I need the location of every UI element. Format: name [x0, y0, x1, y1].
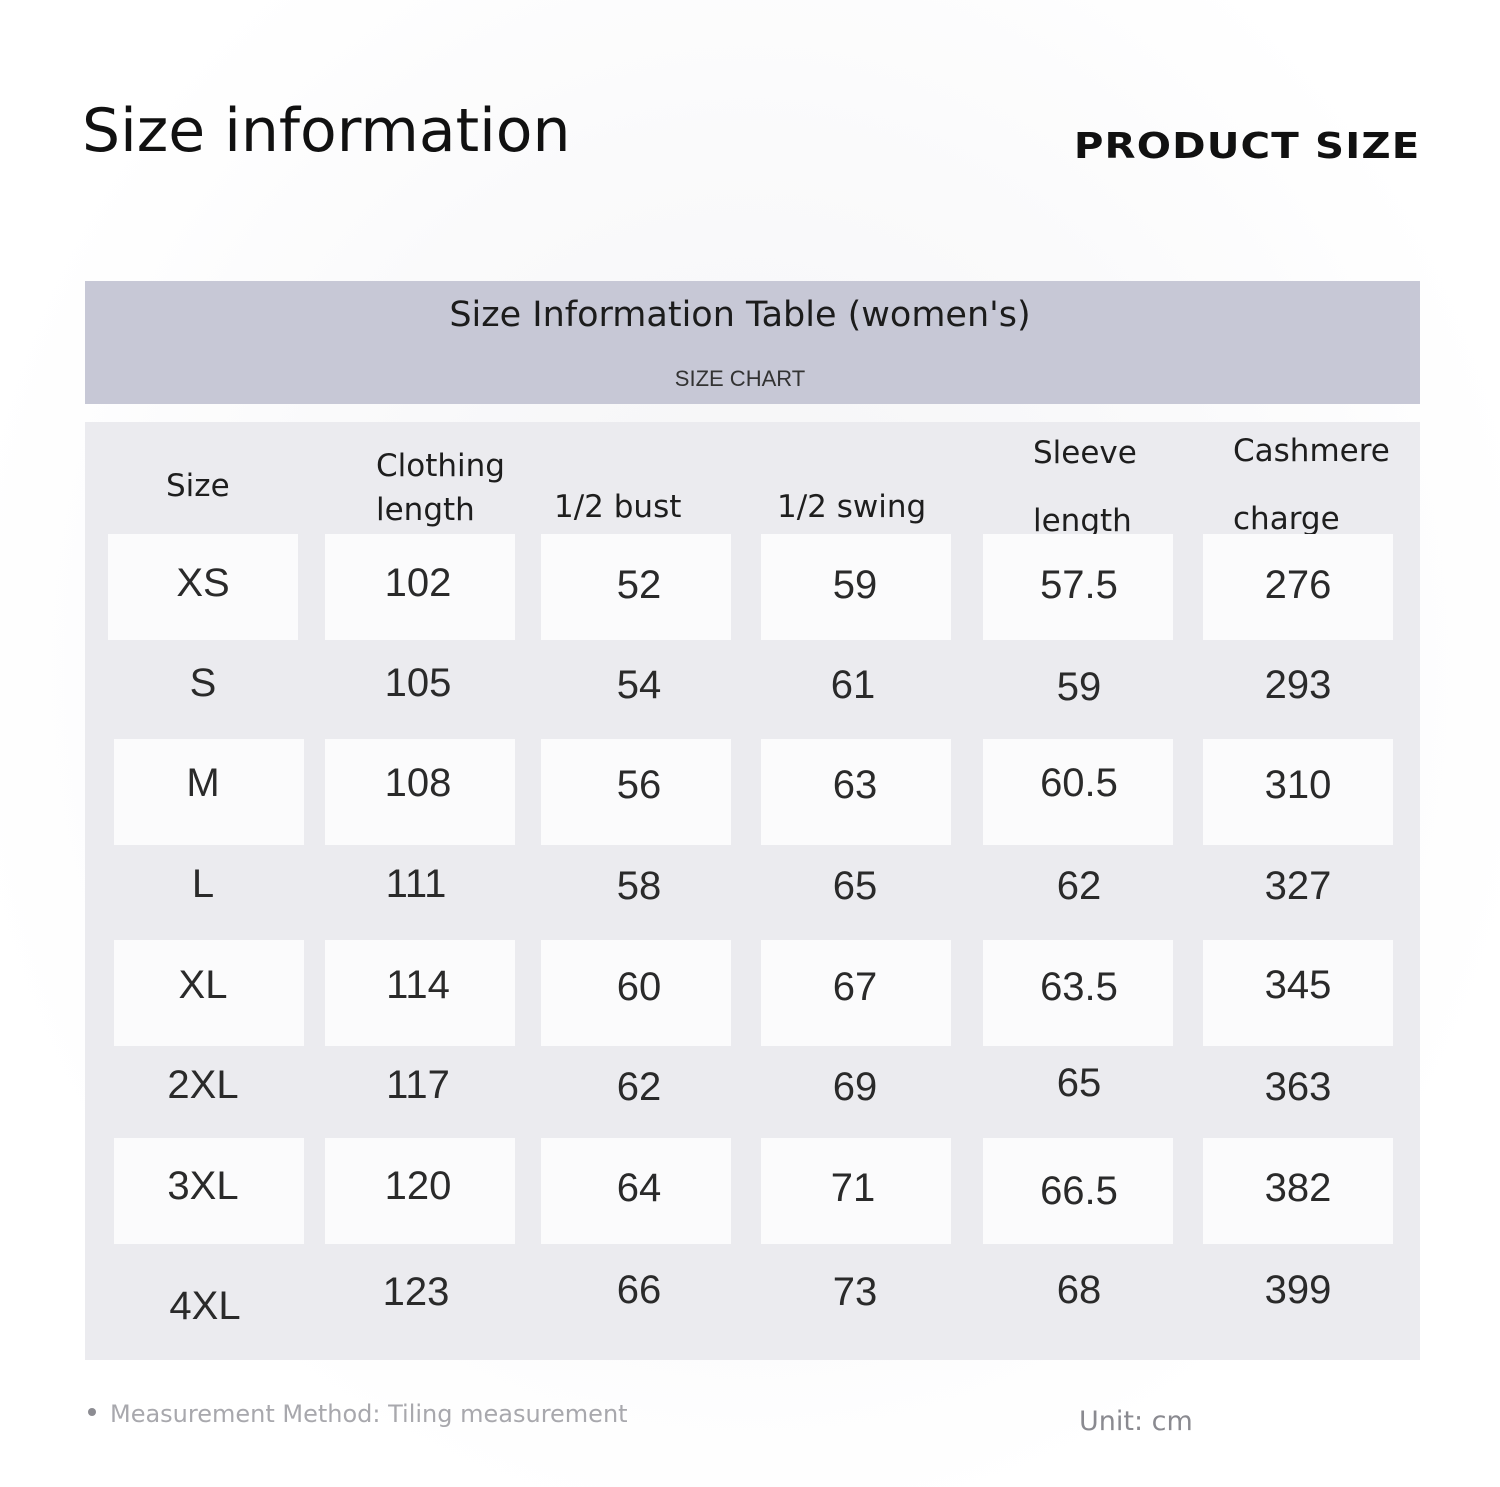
table-cell: 68 — [1056, 1268, 1102, 1312]
table-cell: 60 — [616, 965, 662, 1009]
table-cell: 59 — [832, 563, 878, 607]
table-cell: XS — [176, 561, 230, 605]
table-cell: 58 — [616, 864, 662, 908]
table-cell: 120 — [384, 1164, 452, 1208]
table-cell: 73 — [832, 1270, 878, 1314]
column-header-line: Cashmere — [1233, 433, 1390, 469]
cell-background — [761, 739, 951, 845]
cell-background — [1203, 1138, 1393, 1244]
table-cell: 71 — [830, 1166, 876, 1210]
table-cell: 382 — [1264, 1166, 1332, 1210]
table-cell: 111 — [385, 862, 447, 906]
unit-label: Unit: cm — [1079, 1406, 1193, 1437]
table-cell: 67 — [832, 965, 878, 1009]
table-cell: 293 — [1264, 663, 1332, 707]
table-cell: 54 — [616, 663, 662, 707]
table-cell: XL — [178, 963, 228, 1007]
table-cell: 3XL — [167, 1164, 239, 1208]
table-cell: 56 — [616, 763, 662, 807]
cell-background — [1203, 940, 1393, 1046]
column-header-size: Size — [166, 464, 230, 508]
table-cell: M — [186, 761, 220, 805]
table-cell: 63.5 — [1040, 965, 1118, 1009]
table-cell: 62 — [1056, 864, 1102, 908]
cell-background — [114, 1138, 304, 1244]
table-cell: 59 — [1056, 665, 1102, 709]
column-header-line: 1/2 bust — [554, 489, 682, 525]
table-cell: 123 — [382, 1270, 450, 1314]
cell-background — [1203, 739, 1393, 845]
column-header-half-swing: 1/2 swing — [777, 485, 926, 529]
cell-background — [983, 940, 1173, 1046]
table-cell: 57.5 — [1040, 563, 1118, 607]
measurement-note: Measurement Method: Tiling measurement — [88, 1400, 628, 1428]
table-cell: 276 — [1264, 563, 1332, 607]
table-cell: 108 — [384, 761, 452, 805]
bullet-icon — [88, 1408, 96, 1416]
cell-background — [541, 940, 731, 1046]
table-cell: 310 — [1264, 763, 1332, 807]
table-cell: 2XL — [167, 1063, 239, 1107]
column-header-line: length — [1033, 503, 1132, 539]
cell-background — [325, 1138, 515, 1244]
table-cell: 60.5 — [1040, 761, 1118, 805]
table-cell: L — [191, 862, 215, 906]
table-cell: 102 — [384, 561, 452, 605]
table-cell: 61 — [830, 663, 876, 707]
cell-background — [108, 534, 298, 640]
table-cell: 65 — [832, 864, 878, 908]
cell-background — [983, 739, 1173, 845]
column-header-cashmere-charge: Cashmere charge — [1233, 417, 1390, 553]
cell-background — [541, 1138, 731, 1244]
cell-background — [761, 534, 951, 640]
table-cell: 52 — [616, 563, 662, 607]
table-cell: 66.5 — [1040, 1169, 1118, 1213]
table-cell: S — [189, 661, 217, 705]
column-header-line: 1/2 swing — [777, 489, 927, 525]
page-title: Size information — [82, 96, 571, 166]
table-cell: 65 — [1056, 1061, 1102, 1105]
column-header-half-bust: 1/2 bust — [554, 485, 681, 529]
cell-background — [1203, 534, 1393, 640]
table-cell: 117 — [386, 1063, 450, 1107]
size-table: Size Clothing length 1/2 bust 1/2 swing … — [85, 422, 1420, 1360]
table-cell: 63 — [832, 763, 878, 807]
cell-background — [983, 1138, 1173, 1244]
cell-background — [541, 739, 731, 845]
column-header-line: charge — [1233, 501, 1340, 537]
table-cell: 66 — [616, 1268, 662, 1312]
table-cell: 64 — [616, 1166, 662, 1210]
table-title: Size Information Table (women's) — [449, 295, 1031, 335]
table-cell: 327 — [1264, 864, 1332, 908]
cell-background — [325, 940, 515, 1046]
table-header-band: Size Information Table (women's) — [85, 281, 1420, 404]
cell-background — [983, 534, 1173, 640]
column-header-line: Sleeve — [1033, 435, 1137, 471]
cell-background — [761, 940, 951, 1046]
column-header-sleeve-length: Sleeve length — [1033, 419, 1137, 555]
table-subtitle: SIZE CHART — [674, 366, 806, 391]
cell-background — [541, 534, 731, 640]
table-cell: 105 — [384, 661, 452, 705]
cell-background — [325, 739, 515, 845]
table-cell: 69 — [832, 1065, 878, 1109]
column-header-line: length — [376, 492, 475, 528]
table-cell: 363 — [1264, 1065, 1332, 1109]
table-cell: 62 — [616, 1065, 662, 1109]
column-header-clothing-length: Clothing length — [376, 444, 505, 532]
cell-background — [325, 534, 515, 640]
cell-background — [114, 940, 304, 1046]
cell-background — [114, 739, 304, 845]
column-header-line: Size — [166, 468, 230, 504]
product-size-badge: PRODUCT SIZE — [1073, 126, 1420, 167]
cell-background — [761, 1138, 951, 1244]
measurement-note-text: Measurement Method: Tiling measurement — [110, 1400, 628, 1428]
table-cell: 399 — [1264, 1268, 1332, 1312]
table-cell: 114 — [386, 963, 450, 1007]
table-cell: 4XL — [169, 1284, 241, 1328]
column-header-line: Clothing — [376, 448, 505, 484]
table-cell: 345 — [1264, 963, 1332, 1007]
